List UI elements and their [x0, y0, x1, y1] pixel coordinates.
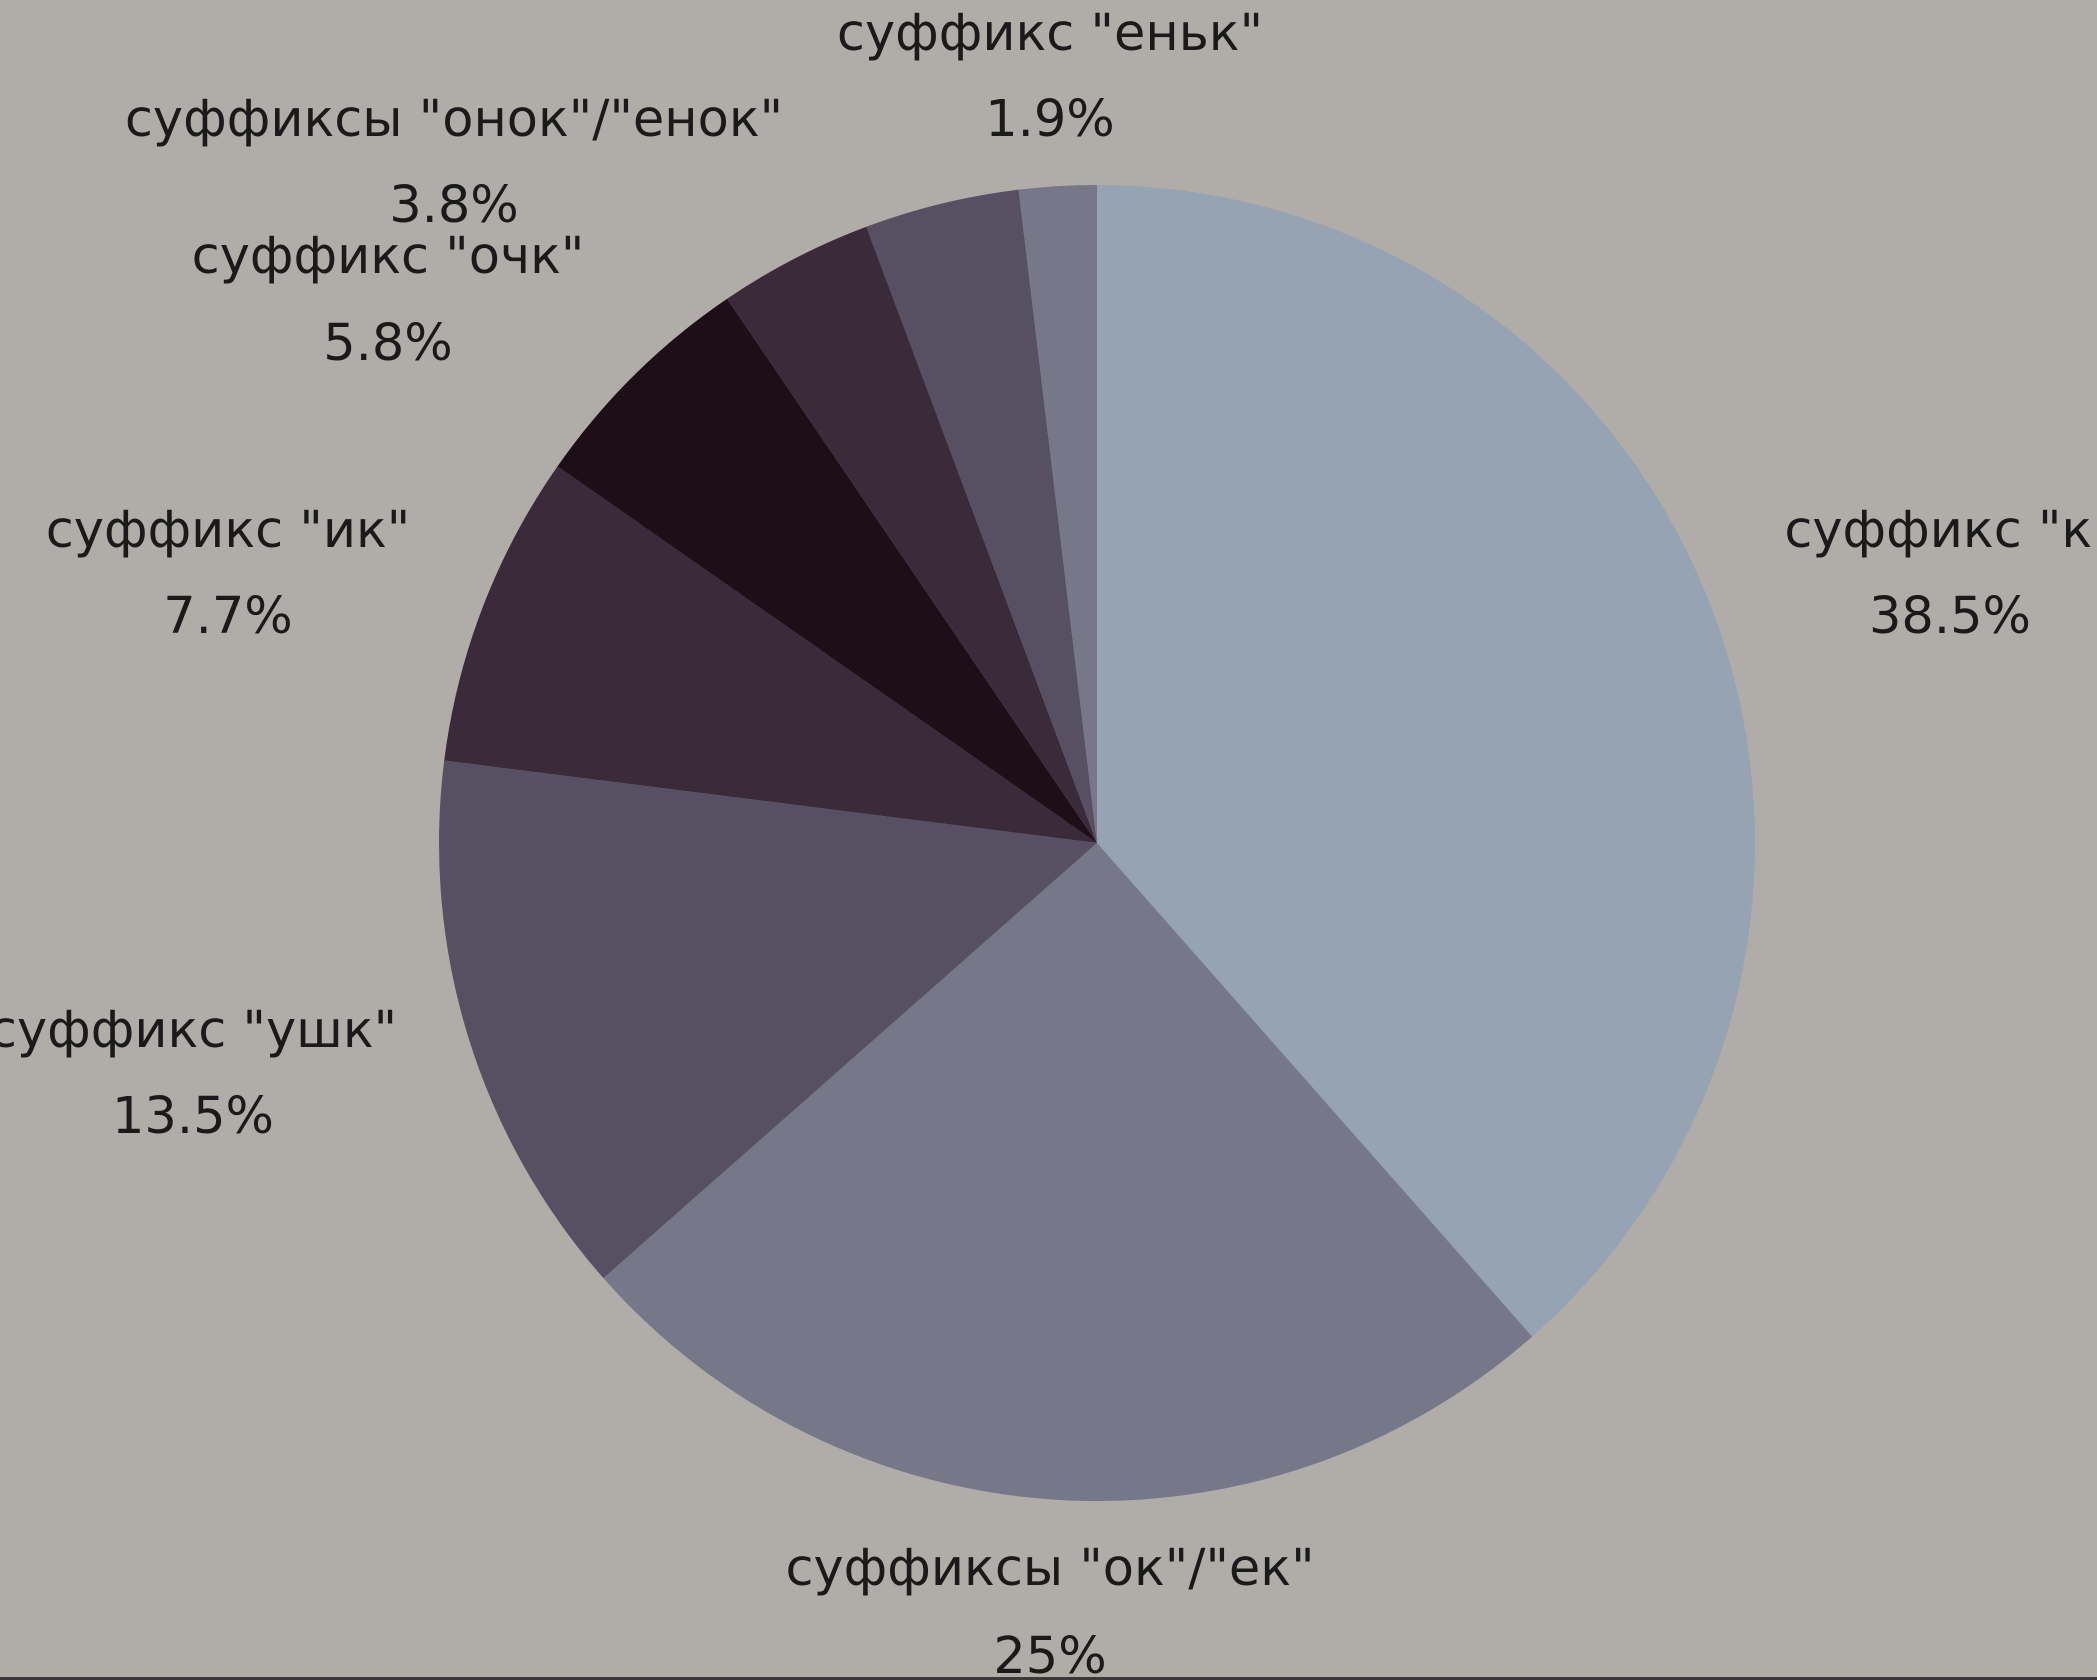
- pie-slice-7: [1018, 185, 1097, 843]
- slice-label-6: суффикс "еньк": [837, 4, 1263, 63]
- slice-value-5: 3.8%: [389, 176, 519, 235]
- slice-label-2: суффикс "ушк": [0, 1001, 397, 1060]
- slice-value-2: 13.5%: [112, 1087, 274, 1146]
- slice-value-3: 7.7%: [163, 587, 293, 646]
- slice-label-3: суффикс "ик": [46, 501, 411, 560]
- pie-slice-4: [557, 298, 1097, 843]
- pie-slice-0: [1097, 185, 1756, 1337]
- pie-slice-6: [866, 189, 1097, 844]
- slices-layer: [439, 185, 1756, 1501]
- slice-value-1: 25%: [993, 1627, 1106, 1680]
- pie-slice-2: [439, 760, 1098, 1279]
- pie-slice-3: [444, 466, 1097, 843]
- bottom-rule: [0, 1677, 2097, 1680]
- slice-value-6: 1.9%: [985, 90, 1115, 149]
- pie-slice-5: [727, 226, 1097, 843]
- slice-label-4: суффикс "очк": [192, 227, 585, 286]
- pie-slice-1: [603, 843, 1533, 1501]
- labels-layer: суффикс "к" 38.5% суффиксы "ок"/"ек" 25% суф…: [0, 4, 2097, 1680]
- slice-value-0: 38.5%: [1869, 587, 2031, 646]
- slice-value-4: 5.8%: [323, 314, 453, 373]
- slice-label-1: суффиксы "ок"/"ек": [785, 1539, 1314, 1598]
- slice-label-0: суффикс "к": [1784, 501, 2097, 560]
- slice-label-5: суффиксы "онок"/"енок": [125, 90, 783, 149]
